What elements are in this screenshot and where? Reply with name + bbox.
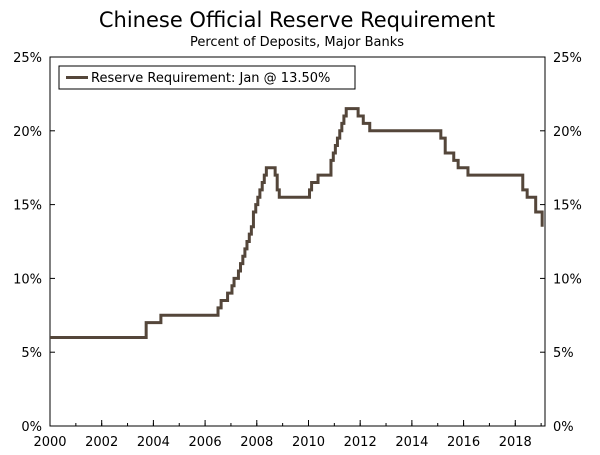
x-tick-label: 2000 bbox=[33, 435, 66, 450]
y-tick-label-right: 10% bbox=[553, 272, 582, 287]
chart-title: Chinese Official Reserve Requirement bbox=[99, 8, 495, 32]
plot-area-frame bbox=[49, 56, 546, 427]
x-tick-label: 2002 bbox=[85, 435, 118, 450]
y-tick-label-right: 25% bbox=[553, 51, 582, 66]
legend-label: Reserve Requirement: Jan @ 13.50% bbox=[91, 71, 330, 86]
y-tick-label-left: 25% bbox=[13, 51, 42, 66]
y-axis-right: 0% 5% 10% 15% 20% 25% bbox=[540, 51, 582, 435]
chart-subtitle: Percent of Deposits, Major Banks bbox=[190, 35, 404, 50]
y-tick-label-left: 20% bbox=[13, 125, 42, 140]
y-tick-label-right: 20% bbox=[553, 125, 582, 140]
y-tick-label-right: 0% bbox=[553, 420, 574, 435]
x-axis: 2000 2002 2004 2006 2008 2010 2012 2014 2016 2018 bbox=[33, 420, 542, 450]
series-line-reserve-requirement bbox=[50, 107, 544, 339]
y-tick-label-right: 15% bbox=[553, 199, 582, 214]
y-tick-label-left: 15% bbox=[13, 199, 42, 214]
y-tick-label-right: 5% bbox=[553, 346, 574, 361]
x-tick-label: 2012 bbox=[344, 435, 377, 450]
y-axis-left: 0% 5% 10% 15% 20% 25% bbox=[13, 51, 55, 435]
x-tick-label: 2014 bbox=[395, 435, 428, 450]
x-tick-label: 2018 bbox=[499, 435, 532, 450]
x-tick-label: 2006 bbox=[189, 435, 222, 450]
x-tick-label: 2010 bbox=[292, 435, 325, 450]
y-tick-label-left: 10% bbox=[13, 272, 42, 287]
x-tick-label: 2016 bbox=[447, 435, 480, 450]
legend-box bbox=[58, 65, 356, 90]
y-tick-label-left: 0% bbox=[21, 420, 42, 435]
x-tick-label: 2004 bbox=[137, 435, 170, 450]
x-tick-label: 2008 bbox=[240, 435, 273, 450]
legend: Reserve Requirement: Jan @ 13.50% bbox=[58, 65, 356, 90]
y-tick-label-left: 5% bbox=[21, 346, 42, 361]
